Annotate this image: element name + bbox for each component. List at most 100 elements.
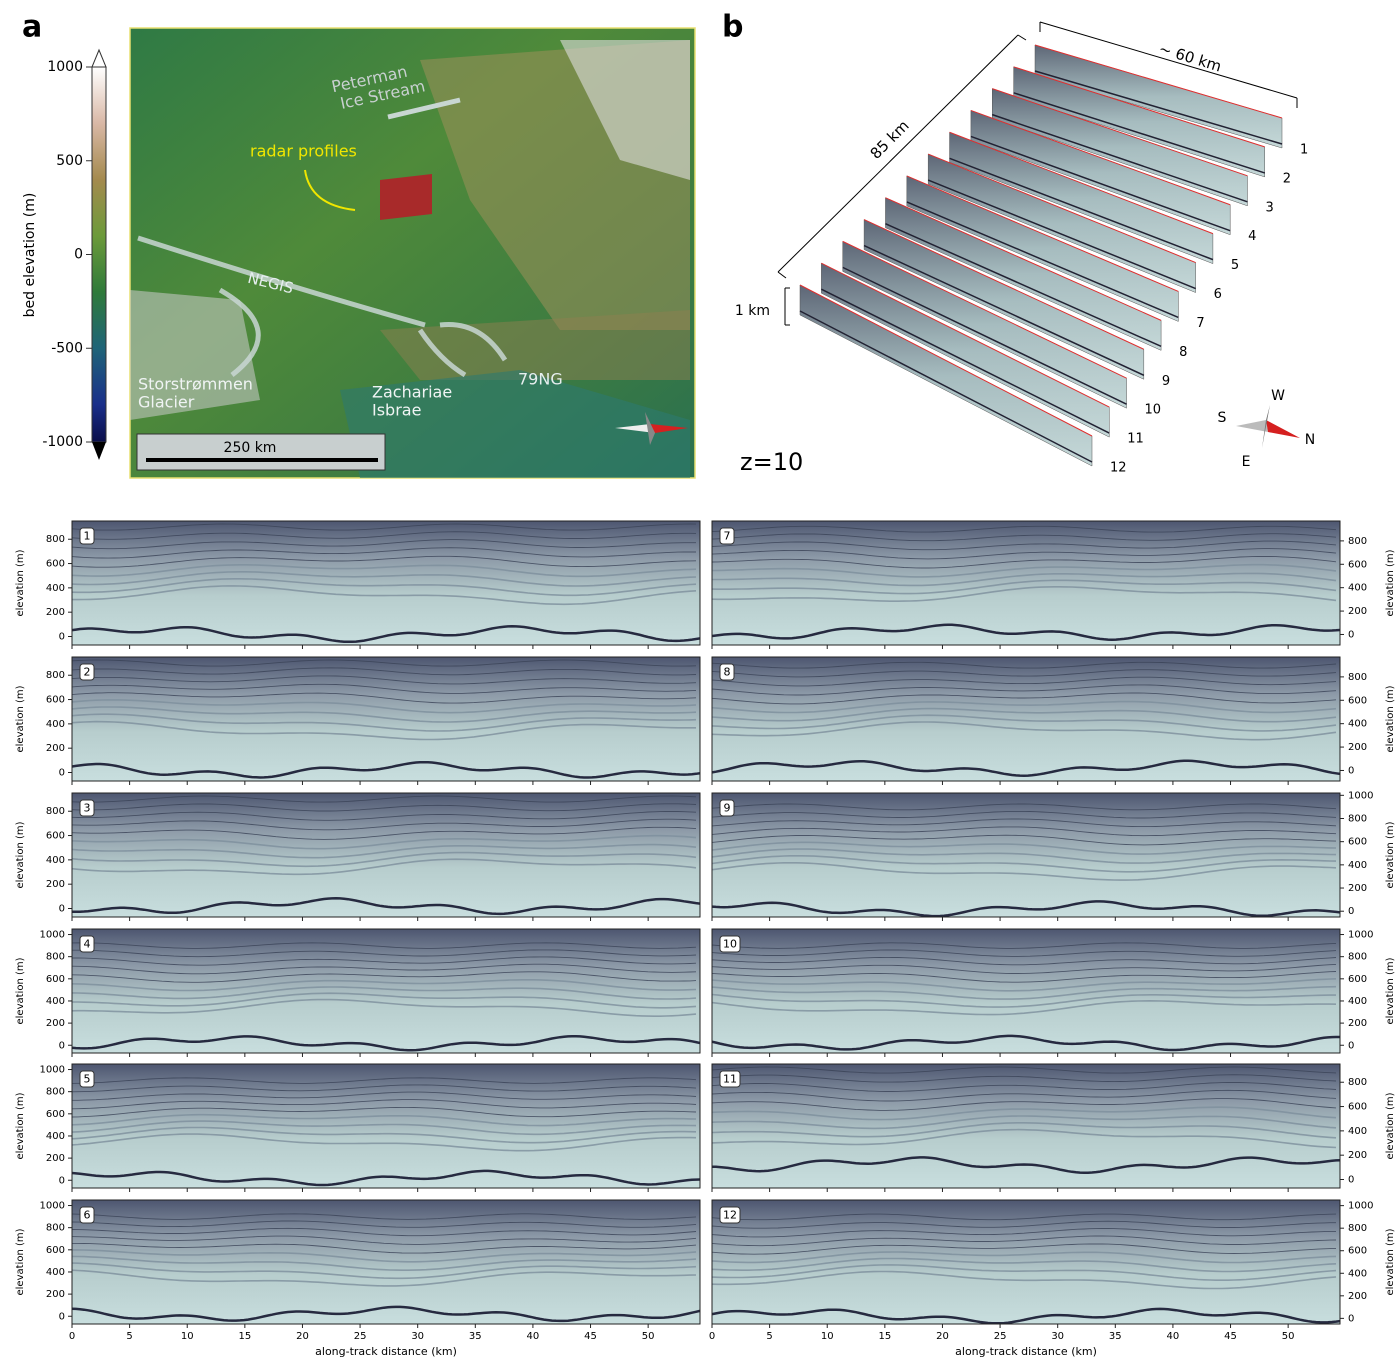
panel-label: a [22, 10, 42, 45]
radargram [712, 1200, 1340, 1324]
profile-number: 3 [1265, 200, 1273, 215]
y-axis-label: elevation (m) [15, 1228, 26, 1295]
colorbar-tick-label: 500 [56, 153, 83, 169]
y-tick-label: 200 [46, 1153, 65, 1164]
profile-label: 1 [84, 530, 91, 543]
profile-label: 3 [84, 802, 91, 815]
y-tick-label: 600 [1348, 1246, 1367, 1257]
colorbar-tick-label: -1000 [42, 434, 83, 450]
y-tick-label: 200 [1348, 606, 1367, 617]
y-tick-label: 200 [46, 743, 65, 754]
y-tick-label: 400 [46, 855, 65, 866]
y-axis-label: elevation (m) [15, 957, 26, 1024]
y-axis-label: elevation (m) [15, 549, 26, 616]
x-tick-label: 0 [69, 1331, 75, 1342]
profile-number: 8 [1179, 345, 1187, 360]
x-tick-label: 50 [1282, 1331, 1295, 1342]
y-tick-label: 600 [1348, 837, 1367, 848]
radargram-bg [72, 1064, 700, 1188]
y-tick-label: 1000 [40, 1201, 65, 1212]
radar-panel: 02004006008001000elevation (m)1205101520… [709, 1200, 1396, 1358]
x-tick-label: 0 [709, 1331, 715, 1342]
x-tick-label: 5 [126, 1331, 132, 1342]
map-label: Glacier [138, 393, 195, 412]
y-tick-label: 800 [46, 1223, 65, 1234]
x-tick-label: 20 [936, 1331, 949, 1342]
compass-label: S [1218, 410, 1227, 426]
profile-number: 2 [1283, 171, 1291, 186]
y-tick-label: 1000 [1348, 1201, 1373, 1212]
x-tick-label: 35 [469, 1331, 482, 1342]
radargram-bg [72, 521, 700, 645]
colorbar-tick-label: 1000 [47, 59, 83, 75]
profile-number: 11 [1127, 432, 1144, 447]
y-tick-label: 600 [1348, 974, 1367, 985]
x-tick-label: 50 [642, 1331, 655, 1342]
x-axis-label: along-track distance (km) [955, 1345, 1097, 1358]
y-tick-label: 600 [1348, 559, 1367, 570]
map-label: Zachariae [372, 383, 452, 402]
profile-label: 8 [724, 666, 731, 679]
x-tick-label: 45 [584, 1331, 597, 1342]
x-tick-label: 5 [766, 1331, 772, 1342]
y-tick-label: 800 [1348, 672, 1367, 683]
y-tick-label: 0 [1348, 629, 1354, 640]
x-tick-label: 35 [1109, 1331, 1122, 1342]
colorbar-label: bed elevation (m) [22, 193, 38, 318]
y-tick-label: 400 [1348, 719, 1367, 730]
radargram [712, 1064, 1340, 1188]
y-axis-label: elevation (m) [1385, 1092, 1396, 1159]
compass [1266, 420, 1300, 438]
figure: a b bed elevation (m) 250 km radar profi… [0, 0, 1397, 1359]
compass-label: E [1242, 454, 1251, 470]
y-tick-label: 0 [59, 903, 65, 914]
profile-number: 6 [1214, 287, 1222, 302]
colorbar-tick-label: -500 [51, 340, 83, 356]
radar-panel: 02004006008001000elevation (m)4 [15, 929, 700, 1057]
x-tick-label: 30 [411, 1331, 424, 1342]
x-tick-label: 20 [296, 1331, 309, 1342]
y-tick-label: 800 [1348, 1077, 1367, 1088]
y-axis-label: elevation (m) [1385, 821, 1396, 888]
profile-label: 12 [723, 1209, 737, 1222]
panel-label: b [722, 10, 743, 45]
profile-number: 12 [1110, 461, 1127, 476]
colorbar-tick-label: 0 [74, 247, 83, 263]
profile-number: 5 [1231, 258, 1239, 273]
y-tick-label: 400 [1348, 860, 1367, 871]
y-tick-label: 200 [46, 607, 65, 618]
y-tick-label: 400 [46, 1131, 65, 1142]
y-tick-label: 0 [59, 1040, 65, 1051]
dimension-line [1018, 35, 1026, 40]
colorbar [92, 50, 106, 460]
x-tick-label: 15 [238, 1331, 251, 1342]
profile-label: 5 [84, 1073, 91, 1086]
y-tick-label: 200 [46, 1289, 65, 1300]
dimension-label: 85 km [867, 117, 913, 163]
y-tick-label: 600 [46, 559, 65, 570]
y-tick-label: 400 [1348, 996, 1367, 1007]
profile-label: 6 [84, 1209, 91, 1222]
profile-label: 9 [724, 802, 731, 815]
y-tick-label: 600 [46, 695, 65, 706]
x-tick-label: 40 [527, 1331, 540, 1342]
y-tick-label: 800 [1348, 536, 1367, 547]
radargram [712, 793, 1340, 917]
profile-label: 2 [84, 666, 91, 679]
profile-label: 11 [723, 1073, 737, 1086]
y-tick-label: 800 [46, 1087, 65, 1098]
radar-panel: 0200400600800elevation (m)7 [712, 521, 1396, 649]
y-axis-label: elevation (m) [15, 1092, 26, 1159]
map-label: Storstrømmen [138, 375, 253, 394]
profile-number: 1 [1300, 143, 1308, 158]
y-tick-label: 800 [1348, 813, 1367, 824]
profile-number: 7 [1196, 316, 1204, 331]
y-tick-label: 400 [46, 1267, 65, 1278]
compass-label: N [1305, 432, 1315, 448]
y-tick-label: 400 [1348, 1126, 1367, 1137]
y-tick-label: 200 [1348, 883, 1367, 894]
exaggeration: z=10 [740, 448, 803, 476]
